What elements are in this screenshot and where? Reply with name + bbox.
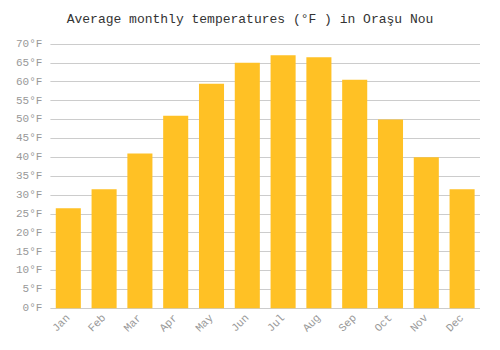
svg-text:Mar: Mar [122,312,144,334]
svg-text:15°F: 15°F [16,246,42,258]
svg-text:Apr: Apr [157,312,179,334]
svg-text:55°F: 55°F [16,95,42,107]
svg-text:25°F: 25°F [16,208,42,220]
svg-text:30°F: 30°F [16,189,42,201]
svg-text:10°F: 10°F [16,264,42,276]
svg-text:Nov: Nov [408,312,431,335]
svg-text:Sep: Sep [336,312,358,334]
svg-text:40°F: 40°F [16,151,42,163]
svg-text:Jan: Jan [50,312,72,334]
svg-text:0°F: 0°F [23,302,43,314]
svg-text:45°F: 45°F [16,132,42,144]
svg-text:60°F: 60°F [16,76,42,88]
svg-text:70°F: 70°F [16,38,42,50]
svg-text:Aug: Aug [301,312,323,334]
svg-text:35°F: 35°F [16,170,42,182]
svg-text:5°F: 5°F [23,283,43,295]
svg-text:Average monthly temperatures (: Average monthly temperatures (°F ) in Or… [67,12,434,27]
svg-text:Jul: Jul [265,312,287,334]
svg-text:50°F: 50°F [16,113,42,125]
svg-text:May: May [193,312,216,335]
svg-text:Feb: Feb [86,312,108,334]
svg-text:65°F: 65°F [16,57,42,69]
svg-text:Jun: Jun [229,312,251,334]
svg-text:Oct: Oct [372,312,394,334]
svg-text:Dec: Dec [444,312,466,334]
svg-text:20°F: 20°F [16,227,42,239]
